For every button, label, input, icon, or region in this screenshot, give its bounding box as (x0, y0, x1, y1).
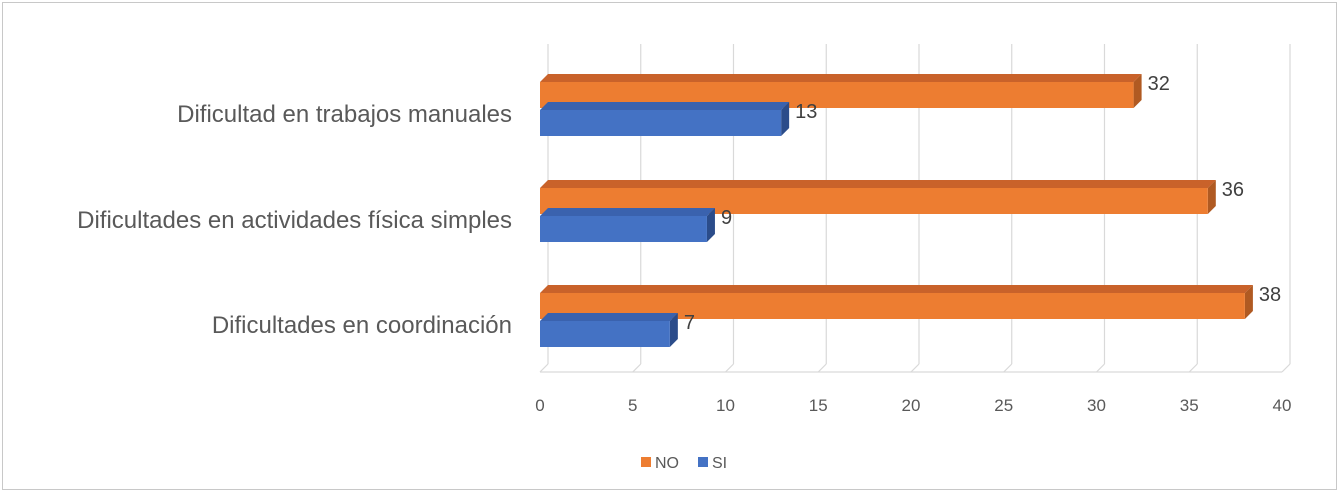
data-label-no-0: 32 (1148, 73, 1170, 95)
x-tick-label-10: 10 (716, 396, 735, 415)
x-tick-label-15: 15 (809, 396, 828, 415)
bar-top-si-2 (540, 313, 678, 321)
gridline-floor-35 (1188, 363, 1198, 373)
gridline-floor-10 (725, 363, 734, 373)
gridline-floor-0 (539, 363, 549, 373)
x-tick-label-0: 0 (535, 396, 544, 415)
data-label-si-2: 7 (684, 312, 695, 334)
category-label-1: Dificultades en actividades física simpl… (77, 207, 512, 234)
legend-swatch-si (698, 457, 708, 467)
data-label-si-0: 13 (795, 101, 817, 123)
bar-side-si-2 (669, 313, 678, 347)
legend-label-si: SI (712, 455, 727, 472)
category-label-2: Dificultades en coordinación (212, 312, 512, 339)
bar-side-si-1 (706, 208, 715, 242)
data-label-no-1: 36 (1222, 179, 1244, 201)
gridline-floor-20 (910, 363, 920, 373)
category-label-0: Dificultad en trabajos manuales (177, 101, 512, 128)
bar-si-2 (540, 321, 670, 347)
x-tick-label-35: 35 (1180, 396, 1199, 415)
bar-top-si-0 (540, 102, 790, 110)
bar-si-1 (540, 216, 707, 242)
bar-top-no-1 (540, 180, 1216, 188)
data-label-no-2: 38 (1259, 284, 1281, 306)
bar-side-si-0 (781, 102, 790, 136)
bar-side-no-0 (1133, 74, 1142, 108)
bar-side-no-2 (1244, 285, 1253, 319)
bar-si-0 (540, 110, 782, 136)
x-tick-label-20: 20 (902, 396, 921, 415)
x-tick-label-25: 25 (994, 396, 1013, 415)
bar-top-no-2 (540, 285, 1253, 293)
x-tick-label-5: 5 (628, 396, 637, 415)
x-tick-label-30: 30 (1087, 396, 1106, 415)
legend-swatch-no (641, 457, 651, 467)
bar-top-si-1 (540, 208, 715, 216)
bar-top-no-0 (540, 74, 1142, 82)
gridline-floor-15 (817, 363, 827, 373)
legend-label-no: NO (655, 455, 679, 472)
data-label-si-1: 9 (721, 207, 732, 229)
x-tick-label-40: 40 (1273, 396, 1292, 415)
gridline-floor-25 (1003, 363, 1013, 373)
gridline-floor-40 (1281, 363, 1291, 373)
gridline-floor-30 (1096, 363, 1105, 373)
gridline-floor-5 (632, 363, 642, 373)
bar-side-no-1 (1207, 180, 1216, 214)
